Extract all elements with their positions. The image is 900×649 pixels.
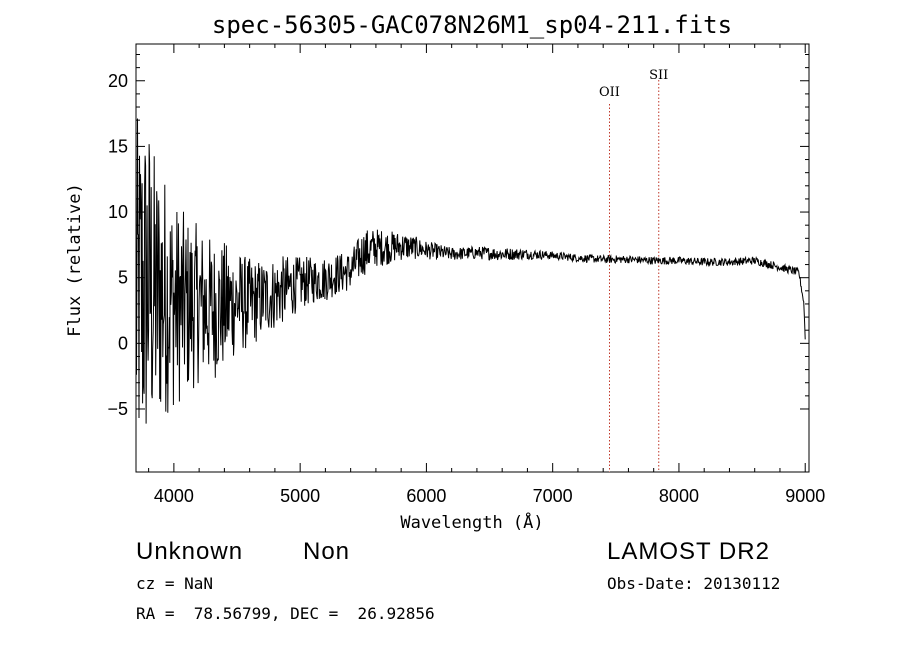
- x-tick-label: 7000: [533, 486, 573, 506]
- redshift-cz: cz = NaN: [136, 574, 213, 593]
- object-class: Unknown: [136, 538, 243, 565]
- y-tick-label: 10: [108, 202, 128, 222]
- object-subclass: Non: [303, 538, 350, 565]
- y-tick-label: 5: [118, 268, 128, 288]
- emission-line-label: OII: [599, 85, 620, 100]
- emission-line-label: SII: [649, 68, 668, 83]
- emission-lines: OII SII: [599, 68, 668, 472]
- y-tick-label: 15: [108, 136, 128, 156]
- x-tick-label: 4000: [154, 486, 194, 506]
- plot-area: 4000 5000 6000 7000 8000 9000 −5 0 5 10 15 20 OII S…: [107, 43, 825, 506]
- x-axis-label: Wavelength (Å): [400, 511, 543, 533]
- plot-frame: [135, 43, 810, 473]
- obs-date: Obs-Date: 20130112: [607, 574, 780, 593]
- y-tick-label: 0: [118, 333, 128, 353]
- x-tick-label: 8000: [659, 486, 699, 506]
- x-tick-label: 9000: [785, 486, 825, 506]
- y-tick-label: 20: [108, 71, 128, 91]
- y-axis-ticks: −5 0 5 10 15 20: [107, 54, 809, 419]
- y-axis-label: Flux (relative): [65, 183, 85, 337]
- x-axis-ticks: 4000 5000 6000 7000 8000 9000: [148, 44, 825, 506]
- chart-title: spec-56305-GAC078N26M1_sp04-211.fits: [212, 11, 732, 39]
- spectrum-series-line: [135, 118, 806, 424]
- y-tick-label: −5: [107, 399, 128, 419]
- x-tick-label: 5000: [280, 486, 320, 506]
- x-tick-label: 6000: [406, 486, 446, 506]
- survey-name: LAMOST DR2: [607, 538, 770, 565]
- coordinates: RA = 78.56799, DEC = 26.92856: [136, 604, 435, 623]
